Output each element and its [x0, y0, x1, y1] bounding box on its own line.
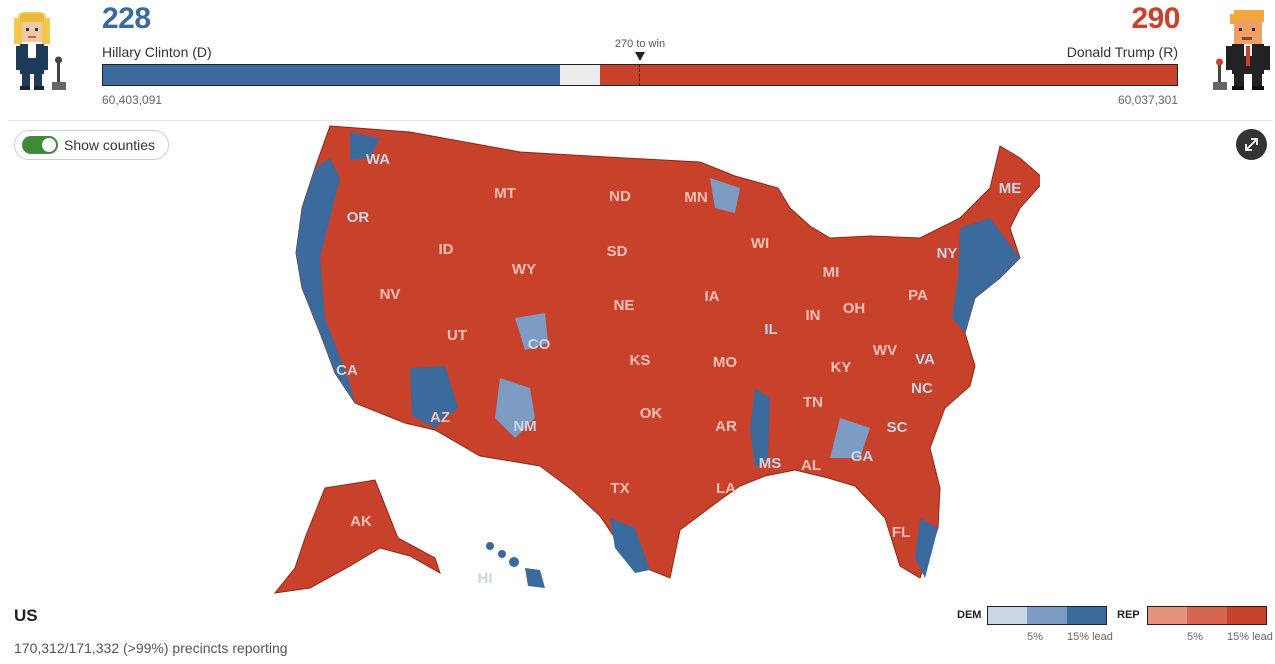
state-label-ks: KS: [630, 352, 651, 369]
state-label-mt: MT: [494, 185, 516, 202]
co-blue: [515, 313, 548, 350]
undecided-bar-segment: [560, 65, 600, 85]
state-label-or: OR: [347, 209, 370, 226]
rep-legend-swatch: [1148, 607, 1188, 624]
state-label-wa: WA: [366, 151, 390, 168]
dem-legend-swatch: [1027, 607, 1067, 624]
state-label-mn: MN: [684, 189, 707, 206]
legend-dem-tick-15: 15% lead: [1067, 631, 1113, 643]
state-label-sd: SD: [607, 243, 628, 260]
toggle-switch[interactable]: [22, 136, 58, 154]
seattle-blue: [350, 132, 380, 160]
expand-arrows-icon: [1245, 138, 1258, 151]
state-label-ar: AR: [715, 418, 737, 435]
toggle-knob: [42, 138, 56, 152]
state-label-ok: OK: [640, 405, 663, 422]
trump-popular-vote: 60,037,301: [1117, 93, 1178, 107]
rep-bar-segment: [600, 65, 1177, 85]
legend-rep-tick-15: 15% lead: [1227, 631, 1273, 643]
trump-electoral-votes: 290: [1131, 2, 1180, 35]
state-label-wv: WV: [873, 342, 897, 359]
state-labels: WA MT ND MN ME OR ID SD WI NY WY MI IA PA NV NE IN OH UT IL…: [336, 151, 1021, 587]
texas-border-blue: [610, 518, 650, 573]
header-divider: [8, 120, 1273, 121]
trump-name: Donald Trump (R): [1066, 44, 1178, 60]
state-label-wy: WY: [512, 261, 536, 278]
show-counties-toggle[interactable]: Show counties: [14, 130, 169, 160]
legend-rep-scale: [1147, 606, 1267, 625]
northeast-blue: [952, 218, 1020, 333]
state-label-ny: NY: [937, 245, 958, 262]
state-label-al: AL: [801, 457, 821, 474]
state-label-nv: NV: [380, 286, 401, 303]
state-label-ut: UT: [447, 327, 467, 344]
dem-legend-swatch: [988, 607, 1028, 624]
state-label-az: AZ: [430, 409, 450, 426]
state-label-me: ME: [999, 180, 1022, 197]
state-label-va: VA: [915, 351, 935, 368]
legend-rep-label: REP: [1117, 609, 1140, 621]
election-map[interactable]: WA MT ND MN ME OR ID SD WI NY WY MI IA PA NV NE IN OH UT IL…: [230, 118, 1046, 598]
mn-blue: [710, 178, 740, 213]
state-label-id: ID: [439, 241, 454, 258]
state-label-il: IL: [764, 321, 777, 338]
state-label-hi: HI: [478, 570, 493, 587]
dem-legend-swatch: [1066, 607, 1106, 624]
state-label-la: LA: [716, 480, 736, 497]
state-label-nm: NM: [513, 418, 536, 435]
legend-dem-tick-5: 5%: [1027, 631, 1043, 643]
show-counties-label: Show counties: [64, 137, 156, 153]
state-label-tn: TN: [803, 394, 823, 411]
state-label-nc: NC: [911, 380, 933, 397]
rep-legend-swatch: [1226, 607, 1266, 624]
clinton-popular-vote: 60,403,091: [102, 93, 163, 107]
state-label-mo: MO: [713, 354, 737, 371]
electoral-vote-bar: [102, 64, 1178, 86]
southeast-blue: [830, 418, 870, 458]
win-threshold-marker-icon: [635, 52, 645, 61]
southwest-blue: [410, 366, 458, 428]
west-coast-blue: [296, 158, 355, 403]
state-label-ia: IA: [705, 288, 720, 305]
state-label-tx: TX: [610, 480, 629, 497]
state-label-wi: WI: [751, 235, 769, 252]
legend-dem-scale: [987, 606, 1107, 625]
state-label-ca: CA: [336, 362, 358, 379]
us-county-map: WA MT ND MN ME OR ID SD WI NY WY MI IA PA NV NE IN OH UT IL…: [273, 125, 1046, 594]
state-label-ky: KY: [831, 359, 852, 376]
ms-river-blue: [750, 388, 770, 468]
florida-blue: [915, 518, 938, 578]
state-label-co: CO: [528, 336, 551, 353]
legend-rep-tick-5: 5%: [1187, 631, 1203, 643]
state-label-in: IN: [806, 307, 821, 324]
hawaii-shape: [486, 542, 545, 588]
alaska-shape: [273, 479, 441, 594]
state-label-mi: MI: [823, 264, 840, 281]
win-threshold-label: 270 to win: [614, 38, 666, 50]
state-label-pa: PA: [908, 287, 928, 304]
state-label-ne: NE: [614, 297, 635, 314]
legend-dem-label: DEM: [957, 609, 982, 621]
state-label-ak: AK: [350, 513, 372, 530]
state-label-nd: ND: [609, 188, 631, 205]
clinton-name: Hillary Clinton (D): [102, 44, 212, 60]
clinton-avatar-icon: [8, 6, 68, 92]
state-label-ms: MS: [759, 455, 782, 472]
expand-button[interactable]: [1236, 129, 1267, 160]
trump-avatar-icon: [1212, 6, 1272, 92]
dem-bar-segment: [103, 65, 560, 85]
state-label-sc: SC: [887, 419, 908, 436]
state-label-fl: FL: [892, 524, 910, 541]
win-threshold-line: [639, 64, 640, 86]
region-title: US: [14, 606, 38, 625]
clinton-electoral-votes: 228: [102, 2, 151, 35]
nm-blue: [495, 378, 535, 438]
state-label-ga: GA: [851, 448, 874, 465]
rep-legend-swatch: [1187, 607, 1227, 624]
state-label-oh: OH: [843, 300, 866, 317]
precincts-reporting: 170,312/171,332 (>99%) precincts reporti…: [14, 640, 288, 656]
